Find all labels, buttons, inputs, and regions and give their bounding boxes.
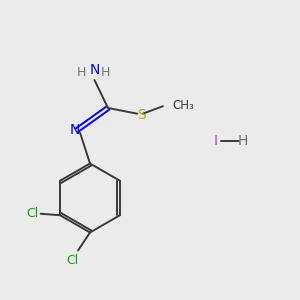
Text: N: N — [70, 123, 80, 136]
Text: H: H — [77, 66, 86, 80]
Text: S: S — [136, 108, 146, 122]
Text: N: N — [89, 64, 100, 77]
Text: H: H — [101, 66, 110, 80]
Text: Cl: Cl — [26, 207, 38, 220]
Text: CH₃: CH₃ — [173, 99, 195, 112]
Text: I: I — [214, 134, 218, 148]
Text: Cl: Cl — [66, 254, 78, 267]
Text: H: H — [238, 134, 248, 148]
